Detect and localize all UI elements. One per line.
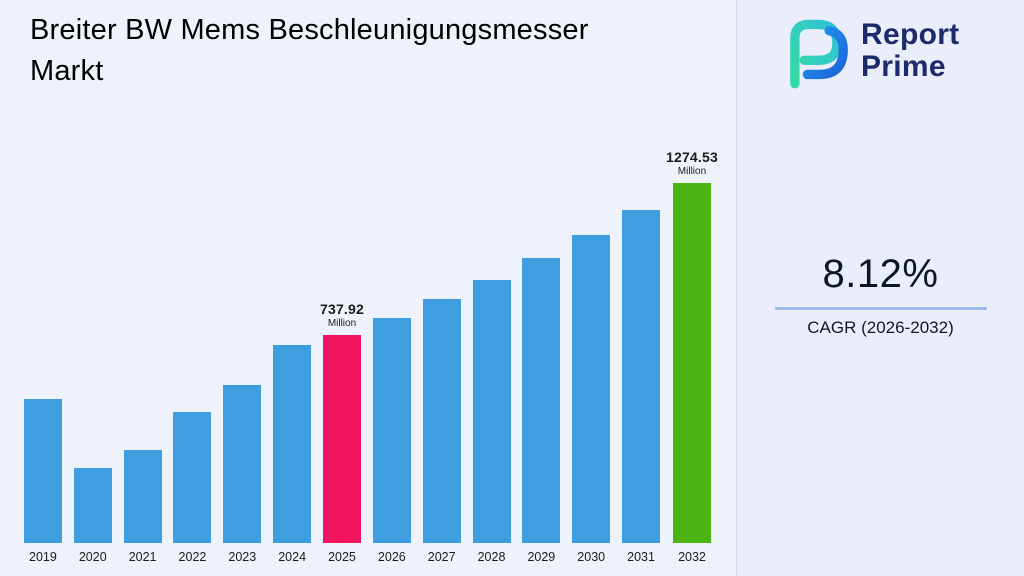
bar-column-2027: 2027	[417, 94, 467, 564]
bar-value-unit: Million	[327, 318, 357, 329]
bar-value-text: 1274.53	[665, 149, 718, 165]
bar-2031	[622, 210, 661, 543]
x-axis-label-2032: 2032	[678, 550, 706, 564]
cagr-label: CAGR (2026-2032)	[807, 318, 954, 337]
x-axis-label-2026: 2026	[377, 550, 406, 564]
bar-chart: 2019 2020 2021 2022 2023 2024 737.92 Million 202…	[18, 94, 718, 564]
bar-column-2021: 2021	[118, 94, 168, 564]
bar-2019	[23, 399, 62, 543]
bar-2023	[223, 385, 262, 543]
bar-value-annotation-2032: 1274.53 Million	[666, 149, 718, 177]
x-axis-label-2023: 2023	[228, 550, 257, 564]
x-axis-label-2022: 2022	[178, 550, 207, 564]
logo-word-report: Report	[861, 17, 960, 51]
cagr-underline	[774, 307, 987, 310]
page-title: Breiter BW Mems Beschleunigungsmesser Ma…	[30, 14, 589, 87]
bar-2021	[123, 450, 162, 543]
bar-2024	[273, 345, 312, 543]
bar-column-2029: 2029	[516, 94, 566, 564]
logo-word-prime: Prime	[861, 50, 946, 83]
x-axis-label-2027: 2027	[427, 550, 456, 564]
bar-column-2023: 2023	[217, 94, 267, 564]
bar-2030	[572, 235, 611, 543]
x-axis-label-2031: 2031	[627, 550, 655, 564]
x-axis-label-2028: 2028	[477, 550, 506, 564]
report-prime-logo: Report Prime	[773, 12, 959, 90]
bar-column-2019: 2019	[18, 94, 68, 564]
cagr-value: 8.12%	[822, 252, 939, 296]
bar-column-2032: 1274.53 Million 2032	[666, 94, 718, 564]
bar-column-2022: 2022	[168, 94, 218, 564]
bar-column-2024: 2024	[267, 94, 317, 564]
x-axis-label-2030: 2030	[577, 550, 606, 564]
x-axis-label-2019: 2019	[29, 550, 57, 564]
bar-column-2020: 2020	[68, 94, 118, 564]
report-prime-wordmark: Report Prime	[861, 17, 960, 84]
x-axis-label-2029: 2029	[527, 550, 556, 564]
x-axis-label-2021: 2021	[128, 550, 157, 564]
bar-value-unit: Million	[677, 166, 707, 177]
bar-value-annotation-2025: 737.92 Million	[320, 301, 364, 329]
report-prime-logo-icon	[790, 19, 848, 89]
bar-value-text: 737.92	[319, 301, 364, 317]
bar-column-2026: 2026	[367, 94, 417, 564]
bar-2028	[472, 280, 511, 543]
x-axis-label-2020: 2020	[78, 550, 107, 564]
bar-column-2028: 2028	[467, 94, 517, 564]
bar-column-2030: 2030	[566, 94, 616, 564]
right-panel: Report Prime 8.12% CAGR (2026-2032)	[736, 0, 1024, 576]
bar-2029	[522, 258, 561, 543]
bar-2027	[422, 299, 461, 543]
x-axis-label-2025: 2025	[328, 550, 356, 564]
bar-2025	[322, 335, 361, 543]
bar-column-2025: 737.92 Million 2025	[317, 94, 367, 564]
bar-2026	[372, 318, 411, 543]
x-axis-label-2024: 2024	[278, 550, 307, 564]
cagr-block: 8.12% CAGR (2026-2032)	[737, 252, 1024, 338]
bar-column-2031: 2031	[616, 94, 666, 564]
bar-2032	[672, 183, 711, 543]
bar-2020	[73, 468, 112, 543]
bar-2022	[173, 412, 212, 543]
chart-panel: Breiter BW Mems Beschleunigungsmesser Ma…	[18, 14, 718, 564]
